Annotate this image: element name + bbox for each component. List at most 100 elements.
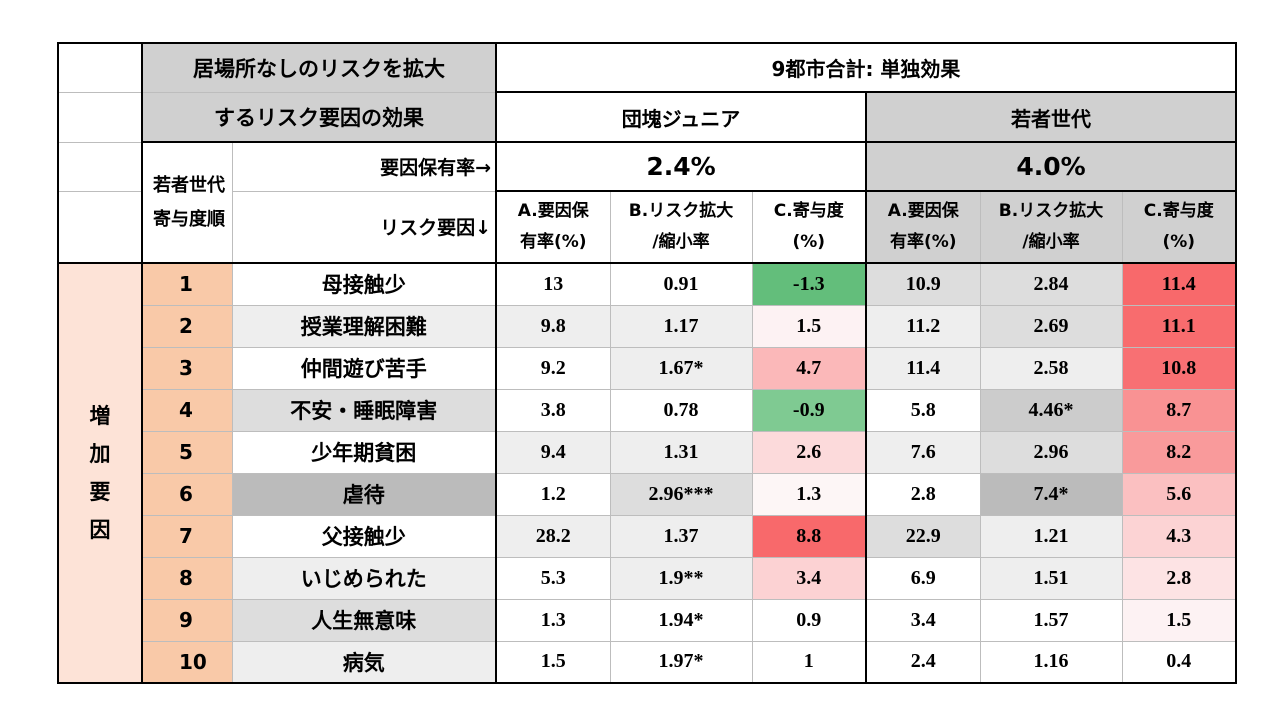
col-c-line1: C.寄与度 (1143, 201, 1214, 221)
junior-a-cell: 13 (495, 262, 611, 306)
junior-c-cell: 2.6 (751, 430, 867, 474)
young-a-cell: 10.9 (865, 262, 981, 306)
junior-c-cell: 3.4 (751, 556, 867, 600)
junior-a-cell: 1.5 (495, 640, 611, 684)
junior-c-cell: -0.9 (751, 388, 867, 432)
young-c-cell: 0.4 (1121, 640, 1237, 684)
rank-cell: 4 (141, 388, 233, 432)
group-junior-header: 団塊ジュニア (495, 91, 867, 143)
junior-c-cell: -1.3 (751, 262, 867, 306)
blank-corner-cell (57, 42, 143, 93)
rank-order-header: 若者世代寄与度順 (141, 141, 233, 264)
group-young-header: 若者世代 (865, 91, 1237, 143)
junior-a-cell: 28.2 (495, 514, 611, 558)
junior-b-cell: 1.94* (609, 598, 753, 642)
young-b-cell: 4.46* (979, 388, 1123, 432)
junior-b-cell: 0.91 (609, 262, 753, 306)
table-row: 10 病気 1.5 1.97* 1 2.4 1.16 0.4 (58, 640, 1237, 684)
young-b-cell: 1.21 (979, 514, 1123, 558)
side-label-char: 要 (89, 480, 111, 504)
young-c-cell: 5.6 (1121, 472, 1237, 516)
young-c-cell: 11.1 (1121, 304, 1237, 348)
young-c-cell: 10.8 (1121, 346, 1237, 390)
junior-b-cell: 2.96*** (609, 472, 753, 516)
rank-cell: 3 (141, 346, 233, 390)
factor-cell: 父接触少 (231, 514, 497, 558)
young-b-cell: 1.51 (979, 556, 1123, 600)
side-label-char: 増 (89, 404, 111, 428)
young-col-b-header: B.リスク拡大/縮小率 (979, 190, 1123, 264)
junior-c-cell: 1.3 (751, 472, 867, 516)
table-row: 8 いじめられた 5.3 1.9** 3.4 6.9 1.51 2.8 (58, 556, 1237, 600)
junior-c-cell: 1.5 (751, 304, 867, 348)
young-prevalence-value: 4.0% (865, 141, 1237, 192)
blank-corner-cell (57, 141, 143, 192)
factor-cell: 病気 (231, 640, 497, 684)
col-b-line2: /縮小率 (652, 232, 710, 252)
col-a-line1: A.要因保 (887, 201, 959, 221)
factor-cell: 虐待 (231, 472, 497, 516)
blank-corner-cell (57, 190, 143, 264)
rank-cell: 5 (141, 430, 233, 474)
young-a-cell: 2.8 (865, 472, 981, 516)
young-c-cell: 11.4 (1121, 262, 1237, 306)
young-a-cell: 22.9 (865, 514, 981, 558)
col-a-line1: A.要因保 (517, 201, 589, 221)
factor-cell: 授業理解困難 (231, 304, 497, 348)
junior-b-cell: 1.17 (609, 304, 753, 348)
side-label-increase-factors: 増 加 要 因 (57, 262, 143, 684)
table-title-line1: 居場所なしのリスクを拡大 (141, 42, 497, 93)
factor-cell: いじめられた (231, 556, 497, 600)
young-b-cell: 1.57 (979, 598, 1123, 642)
prevalence-label: 要因保有率→ (231, 141, 497, 192)
junior-a-cell: 1.3 (495, 598, 611, 642)
side-label-char: 加 (89, 442, 111, 466)
young-b-cell: 1.16 (979, 640, 1123, 684)
table-row: 2 授業理解困難 9.8 1.17 1.5 11.2 2.69 11.1 (58, 304, 1237, 348)
young-a-cell: 7.6 (865, 430, 981, 474)
col-a-line2: 有率(%) (519, 232, 587, 252)
junior-a-cell: 9.4 (495, 430, 611, 474)
young-b-cell: 7.4* (979, 472, 1123, 516)
col-b-line1: B.リスク拡大 (998, 201, 1104, 221)
risk-factor-label: リスク要因↓ (231, 190, 497, 264)
rank-cell: 2 (141, 304, 233, 348)
table-row: 7 父接触少 28.2 1.37 8.8 22.9 1.21 4.3 (58, 514, 1237, 558)
col-b-line1: B.リスク拡大 (628, 201, 734, 221)
junior-col-b-header: B.リスク拡大/縮小率 (609, 190, 753, 264)
junior-a-cell: 5.3 (495, 556, 611, 600)
young-a-cell: 11.4 (865, 346, 981, 390)
junior-b-cell: 1.37 (609, 514, 753, 558)
rank-cell: 1 (141, 262, 233, 306)
rank-cell: 7 (141, 514, 233, 558)
young-a-cell: 2.4 (865, 640, 981, 684)
junior-a-cell: 9.2 (495, 346, 611, 390)
junior-b-cell: 1.67* (609, 346, 753, 390)
young-col-a-header: A.要因保 有率(%) (865, 190, 981, 264)
table-row: 4 不安・睡眠障害 3.8 0.78 -0.9 5.8 4.46* 8.7 (58, 388, 1237, 432)
young-b-cell: 2.69 (979, 304, 1123, 348)
col-c-line1: C.寄与度 (773, 201, 844, 221)
factor-cell: 不安・睡眠障害 (231, 388, 497, 432)
junior-b-cell: 1.9** (609, 556, 753, 600)
table-row: 5 少年期貧困 9.4 1.31 2.6 7.6 2.96 8.2 (58, 430, 1237, 474)
young-b-cell: 2.96 (979, 430, 1123, 474)
rank-cell: 8 (141, 556, 233, 600)
junior-c-cell: 8.8 (751, 514, 867, 558)
junior-c-cell: 1 (751, 640, 867, 684)
side-label-char: 因 (89, 518, 111, 542)
junior-b-cell: 1.31 (609, 430, 753, 474)
young-col-c-header: C.寄与度 (%) (1121, 190, 1237, 264)
scope-label: 9都市合計: 単独効果 (495, 42, 1237, 93)
factor-cell: 母接触少 (231, 262, 497, 306)
young-a-cell: 6.9 (865, 556, 981, 600)
col-c-line2: (%) (1162, 232, 1196, 252)
rank-cell: 6 (141, 472, 233, 516)
junior-a-cell: 9.8 (495, 304, 611, 348)
junior-a-cell: 3.8 (495, 388, 611, 432)
rank-cell: 10 (141, 640, 233, 684)
young-c-cell: 8.7 (1121, 388, 1237, 432)
blank-corner-cell (57, 91, 143, 143)
table-title-line2: するリスク要因の効果 (141, 91, 497, 143)
young-a-cell: 11.2 (865, 304, 981, 348)
